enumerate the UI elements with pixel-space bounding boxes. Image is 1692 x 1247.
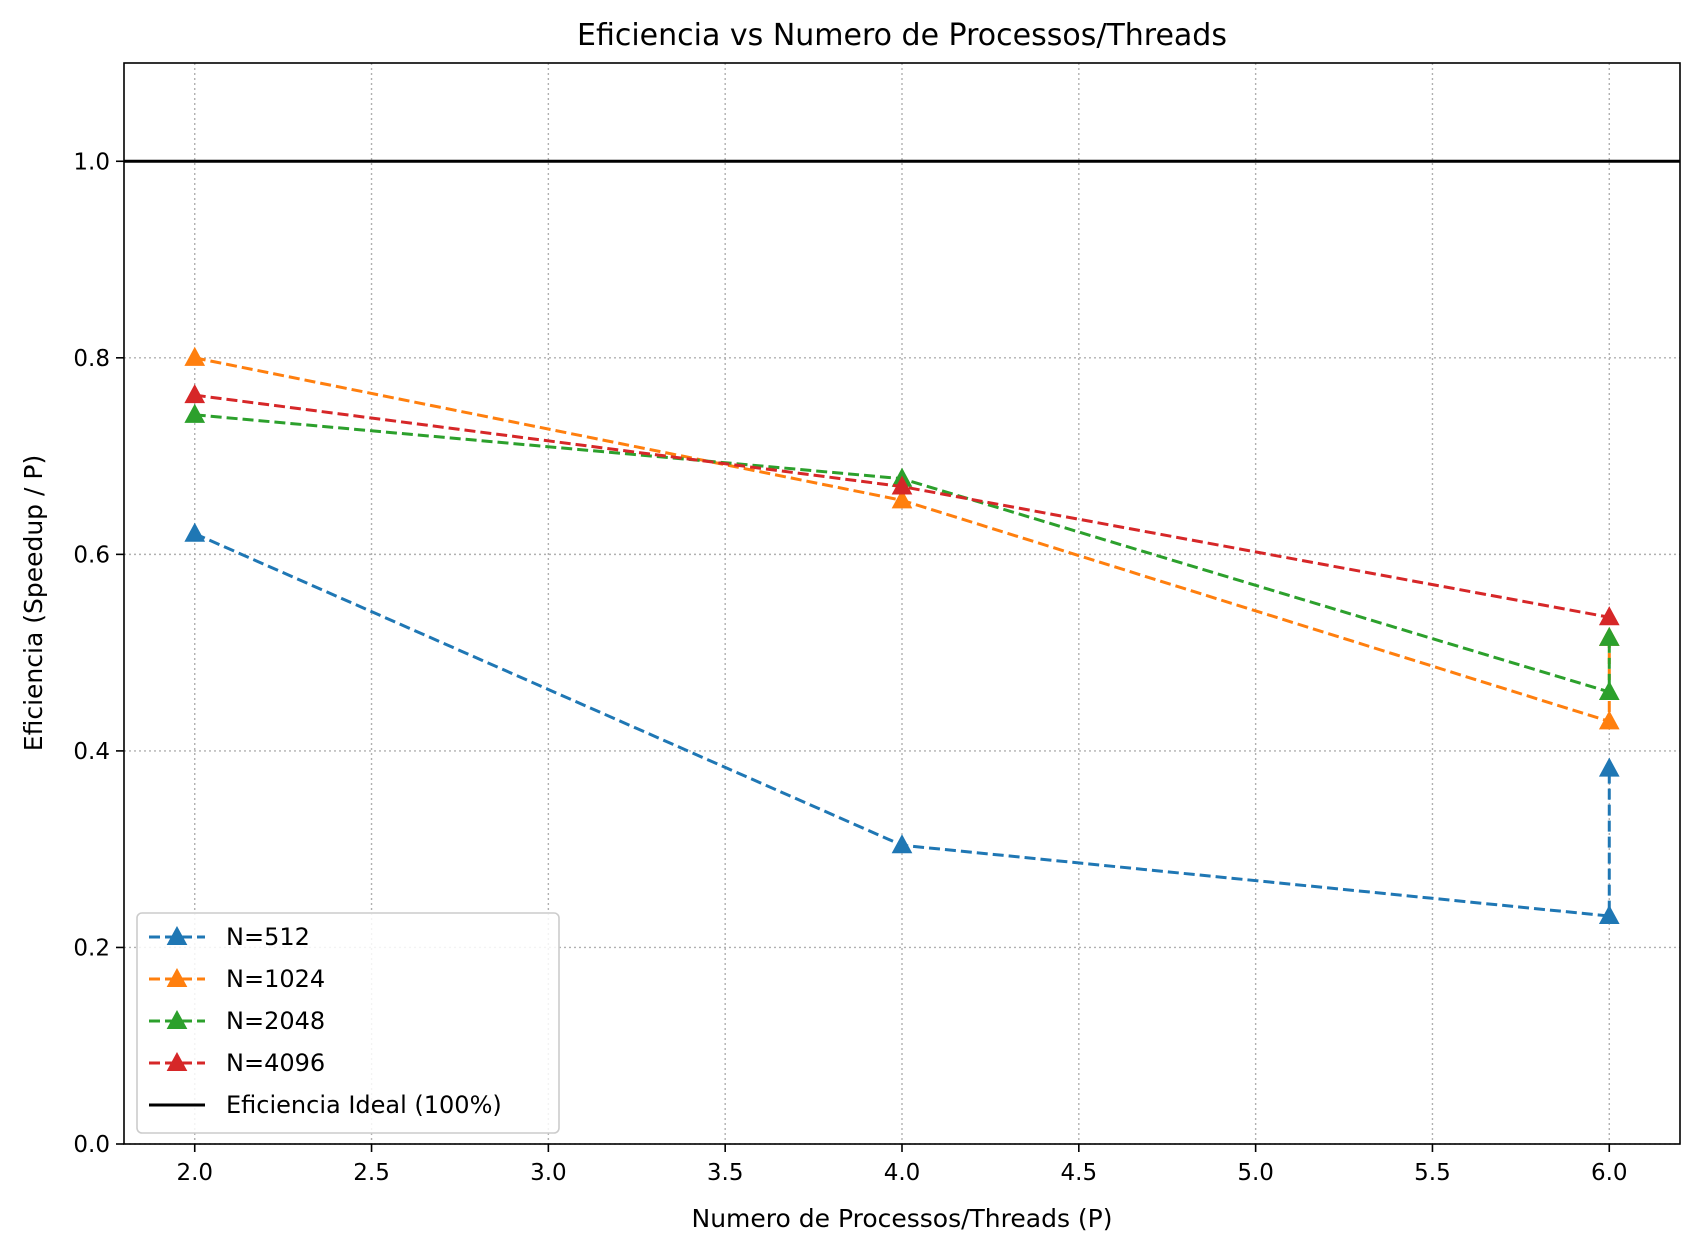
y-tick-label: 0.4 <box>73 739 110 765</box>
legend-marker-swatch <box>166 1009 188 1029</box>
legend-entry: N=4096 <box>149 1049 325 1077</box>
chart-title: Eficiencia vs Numero de Processos/Thread… <box>577 18 1227 53</box>
x-tick-label: 2.0 <box>176 1160 213 1186</box>
x-tick-label: 4.0 <box>884 1160 921 1186</box>
legend-label: N=512 <box>226 923 310 951</box>
data-point-marker <box>1598 710 1620 730</box>
x-axis-ticks: 2.0 2.5 3.0 3.5 4.0 4.5 5.0 5.5 6.0 <box>176 1144 1628 1186</box>
y-tick-label: 0.6 <box>73 542 110 568</box>
legend-box <box>136 912 560 1134</box>
data-point-marker <box>184 384 206 404</box>
y-axis-label: Eficiencia (Speedup / P) <box>19 455 48 751</box>
y-tick-label: 0.2 <box>73 935 110 961</box>
legend-entry: N=2048 <box>149 1007 325 1035</box>
y-tick-label: 1.0 <box>73 149 110 175</box>
series-n-2048 <box>184 403 1620 700</box>
x-axis-label: Numero de Processos/Threads (P) <box>692 1204 1113 1233</box>
data-point-marker <box>1598 904 1620 925</box>
legend-label: Eficiencia Ideal (100%) <box>226 1091 502 1119</box>
legend-entry: Eficiencia Ideal (100%) <box>149 1091 502 1119</box>
legend-items: N=512 N=1024 N=2048 N=4096 Eficiencia Ideal … <box>149 923 502 1119</box>
x-tick-label: 3.0 <box>530 1160 567 1186</box>
data-point-marker <box>1598 680 1620 700</box>
data-point-marker <box>891 475 913 495</box>
series-line <box>194 532 1611 918</box>
legend-entry: N=512 <box>149 923 310 951</box>
x-tick-label: 5.0 <box>1237 1160 1274 1186</box>
series-n-512 <box>184 522 1620 925</box>
legend-marker-swatch <box>166 967 188 987</box>
legend-label: N=2048 <box>226 1007 325 1035</box>
x-tick-label: 4.5 <box>1061 1160 1098 1186</box>
data-point-marker <box>1598 606 1620 626</box>
data-point-marker <box>891 489 913 509</box>
series-layer <box>184 346 1620 925</box>
x-tick-label: 6.0 <box>1591 1160 1628 1186</box>
y-tick-label: 0.0 <box>73 1132 110 1158</box>
x-tick-label: 2.5 <box>353 1160 390 1186</box>
data-point-marker <box>184 522 206 542</box>
legend-marker-swatch <box>166 1051 188 1071</box>
y-tick-label: 0.8 <box>73 346 110 372</box>
data-point-marker <box>1598 626 1620 646</box>
legend-label: N=4096 <box>226 1049 325 1077</box>
legend: N=512 N=1024 N=2048 N=4096 Eficiencia Ideal … <box>136 912 560 1134</box>
legend-entry: N=1024 <box>149 965 325 993</box>
data-point-marker <box>1598 757 1620 777</box>
series-n-4096 <box>184 384 1620 626</box>
x-tick-label: 5.5 <box>1414 1160 1451 1186</box>
legend-label: N=1024 <box>226 965 325 993</box>
data-point-marker <box>891 834 913 854</box>
y-axis-ticks: 0.0 0.2 0.4 0.6 0.8 1.0 <box>73 149 124 1158</box>
series-line <box>194 413 1611 694</box>
legend-marker-swatch <box>166 925 188 945</box>
data-point-marker <box>184 346 206 366</box>
x-tick-label: 3.5 <box>707 1160 744 1186</box>
data-point-marker <box>184 403 206 423</box>
